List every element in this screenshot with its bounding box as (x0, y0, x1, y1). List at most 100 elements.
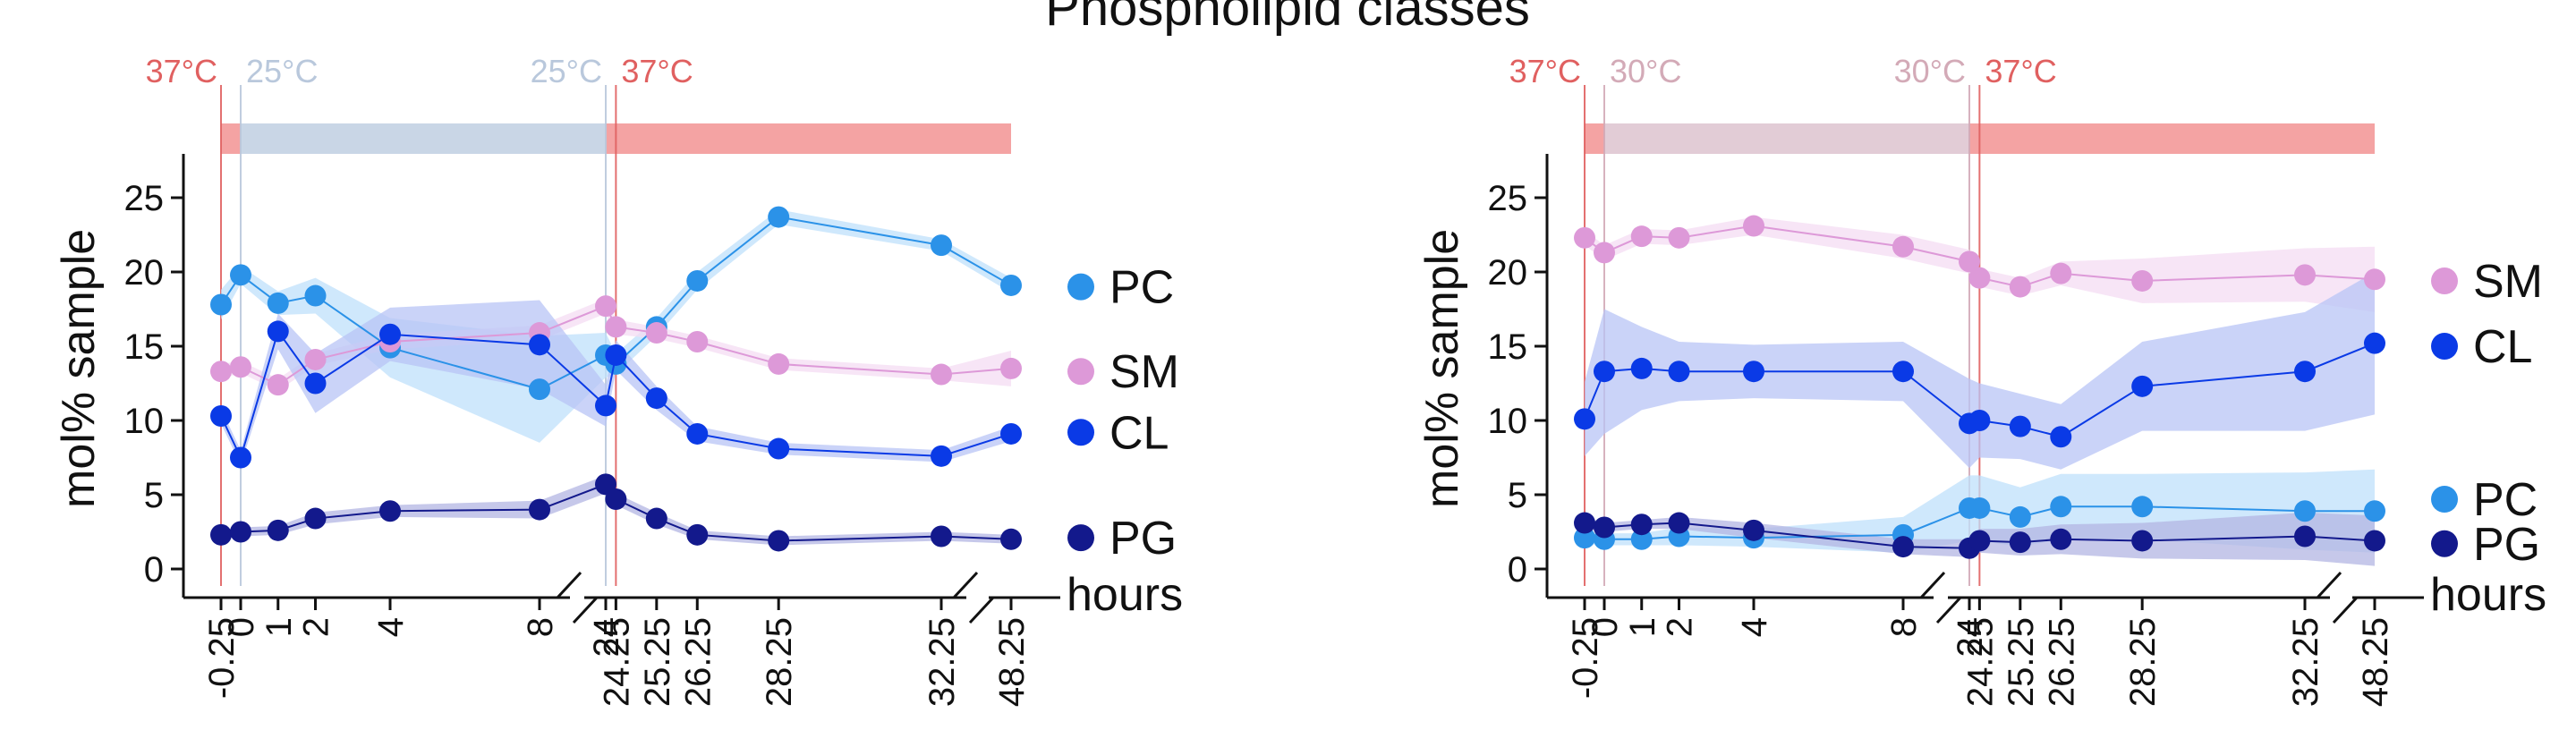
legend-marker-pc (2431, 485, 2458, 513)
legend-marker-cl (1067, 419, 1094, 446)
x-axis-title: hours (2430, 569, 2546, 621)
x-tick-label: 1 (259, 617, 299, 637)
point-pg (1574, 512, 1595, 534)
point-pg (210, 523, 232, 546)
point-cl (210, 405, 232, 428)
legend-label-sm: SM (1109, 346, 1179, 398)
point-pg (1892, 536, 1914, 558)
point-sm (1594, 242, 1615, 264)
point-pc (529, 378, 550, 401)
temperature-bar-segment (1969, 123, 2375, 154)
point-sm (1574, 226, 1595, 249)
point-cl (645, 387, 667, 410)
point-sm (2294, 264, 2316, 286)
band-cl (1585, 272, 2375, 470)
point-sm (605, 316, 627, 338)
point-pg (304, 507, 327, 530)
x-tick-label: 0 (222, 617, 261, 637)
y-tick-label: 0 (144, 550, 164, 590)
point-sm (2131, 269, 2154, 292)
point-sm (1968, 267, 1991, 289)
temperature-label: 37°C (146, 53, 217, 89)
point-cl (2364, 332, 2385, 354)
axis-break-mark (2332, 596, 2359, 624)
band-sm (1585, 216, 2375, 312)
temperature-label: 37°C (1985, 53, 2056, 89)
point-pg (1000, 528, 1022, 550)
band-pc (221, 209, 1011, 443)
y-tick-label: 10 (124, 402, 165, 441)
x-tick-label: 1 (1623, 617, 1662, 637)
x-tick-label: 2 (1661, 617, 1700, 637)
point-pc (230, 264, 251, 286)
point-pc (2131, 496, 2154, 518)
point-pc (267, 292, 289, 314)
axis-break-mark (1935, 596, 1962, 624)
point-pg (686, 523, 709, 546)
temperature-bar-segment (606, 123, 1011, 154)
temperature-bar-segment (1585, 123, 1604, 154)
axis-break-mark (952, 571, 979, 599)
point-sm (686, 331, 709, 353)
point-pc (2364, 500, 2385, 522)
point-pg (2364, 530, 2385, 552)
legend-marker-cl (2431, 333, 2458, 360)
point-cl (267, 320, 289, 343)
axis-break-mark (556, 571, 582, 599)
x-tick-label: 4 (1735, 617, 1774, 637)
point-pg (1968, 530, 1991, 552)
axis-break-mark (2316, 571, 2342, 599)
point-cl (2050, 426, 2072, 448)
x-tick-label: 48.25 (2356, 617, 2395, 707)
point-cl (1743, 361, 1764, 383)
y-tick-label: 5 (1508, 476, 1527, 515)
x-tick-label: 48.25 (992, 617, 1032, 707)
point-pg (1594, 516, 1615, 539)
point-cl (379, 323, 401, 345)
legend-label-pg: PG (1109, 513, 1177, 564)
temperature-bar-segment (1604, 123, 1969, 154)
y-tick-label: 0 (1508, 550, 1527, 590)
temperature-label: 25°C (531, 53, 602, 89)
y-tick-label: 25 (124, 179, 165, 218)
point-cl (595, 395, 616, 417)
point-sm (1668, 226, 1690, 249)
x-tick-label: 2 (297, 617, 336, 637)
point-sm (1892, 235, 1914, 258)
axis-break-mark (1919, 571, 1946, 599)
point-cl (529, 334, 550, 356)
x-tick-label: 28.25 (760, 617, 799, 707)
legend-label-pg: PG (2473, 519, 2540, 571)
point-cl (605, 344, 627, 366)
y-tick-label: 10 (1488, 402, 1528, 441)
point-pg (379, 500, 401, 522)
y-axis-title: mol% sample (1416, 229, 1468, 508)
point-pg (2294, 525, 2316, 548)
x-tick-label: 28.25 (2123, 617, 2163, 707)
x-tick-label: 26.25 (2042, 617, 2081, 707)
figure-title: Phospholipid classes (1045, 0, 1530, 37)
point-pg (931, 525, 952, 548)
temperature-bar-segment (241, 123, 606, 154)
x-tick-label: 25.25 (2002, 617, 2041, 707)
x-tick-label: 24 (587, 617, 626, 658)
point-cl (1968, 410, 1991, 431)
x-tick-label: 4 (371, 617, 411, 637)
point-pc (1000, 274, 1022, 296)
point-pg (1668, 512, 1690, 534)
y-axis-title: mol% sample (53, 229, 105, 508)
point-pc (931, 234, 952, 257)
axis-break-mark (572, 596, 599, 624)
point-cl (1892, 361, 1914, 383)
point-pg (529, 498, 550, 521)
x-tick-label: 32.25 (2286, 617, 2325, 707)
x-tick-label: 24 (1951, 617, 1990, 658)
point-cl (768, 437, 790, 460)
temperature-label: 37°C (1509, 53, 1581, 89)
y-tick-label: 20 (124, 253, 165, 293)
point-pg (605, 488, 627, 510)
point-sm (595, 295, 616, 318)
x-axis-title: hours (1067, 569, 1183, 621)
